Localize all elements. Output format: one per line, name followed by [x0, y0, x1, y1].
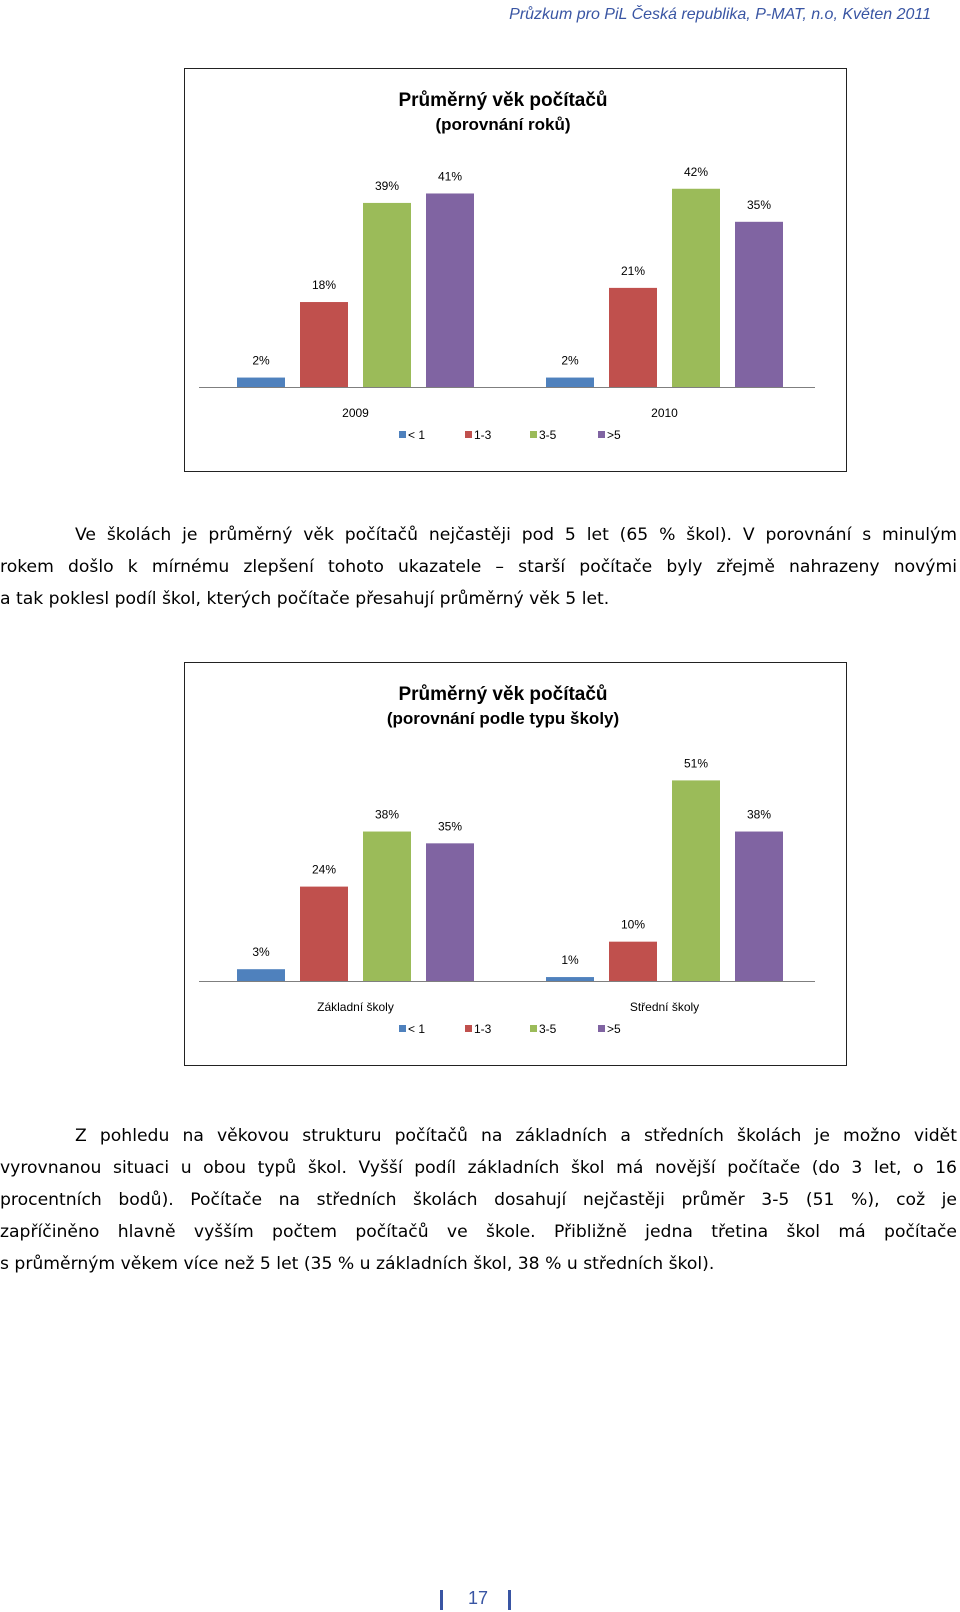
paragraph-1-line: a tak poklesl podíl škol, kterých počíta… [0, 589, 610, 609]
bar-5-a [426, 193, 474, 387]
legend-swatch [530, 431, 537, 438]
legend-label: 3-5 [539, 1022, 557, 1036]
legend-swatch [399, 431, 406, 438]
paragraph-2-line: zapříčiněno hlavně vyšším počtem počítač… [0, 1222, 957, 1242]
category-label: Střední školy [630, 1000, 699, 1014]
chart-subtitle: (porovnání roků) [435, 115, 570, 134]
data-label: 35% [747, 198, 771, 212]
bar-13-a [300, 886, 348, 981]
bar-35-b [672, 780, 720, 981]
legend-label: 3-5 [539, 428, 557, 442]
data-label: 18% [312, 278, 336, 292]
page-number: 17 [440, 1588, 514, 1612]
page-number-text: 17 [468, 1588, 489, 1608]
legend-label: >5 [607, 1022, 621, 1036]
page-number-bar-right [508, 1590, 511, 1610]
data-label: 2% [252, 354, 270, 368]
paragraph-1-line: Ve školách je průměrný věk počítačů nejč… [75, 525, 957, 545]
bar-5-b [735, 831, 783, 981]
paragraph-1-line: rokem došlo k mírnému zlepšení tohoto uk… [0, 557, 957, 577]
bar-35-a [363, 831, 411, 981]
category-label: 2009 [342, 406, 369, 420]
legend-swatch [598, 431, 605, 438]
data-label: 41% [438, 169, 462, 183]
chart-years-box: Průměrný věk počítačů (porovnání roků) 2% 1… [184, 68, 847, 472]
data-label: 38% [375, 808, 399, 822]
paragraph-2-line: vyrovnanou situaci u obou typů škol. Vyš… [0, 1158, 957, 1178]
data-label: 35% [438, 819, 462, 833]
data-label: 39% [375, 179, 399, 193]
paragraph-2-line: procentních bodů). Počítače na středních… [0, 1190, 957, 1210]
page-number-bar-left [440, 1590, 443, 1610]
category-label: Základní školy [317, 1000, 394, 1014]
paragraph-2-line: Z pohledu na věkovou strukturu počítačů … [75, 1126, 957, 1146]
chart-school-type-box: Průměrný věk počítačů (porovnání podle ty… [184, 662, 847, 1066]
bar-5-b [735, 221, 783, 387]
data-label: 3% [252, 945, 270, 959]
chart-title: Průměrný věk počítačů [398, 684, 607, 705]
bar-13-b [609, 287, 657, 387]
bar-5-a [426, 843, 474, 981]
data-label: 42% [684, 165, 708, 179]
chart-subtitle: (porovnání podle typu školy) [387, 709, 619, 728]
chart-school-type: Průměrný věk počítačů (porovnání podle ty… [199, 684, 815, 1036]
bar-1-a [237, 969, 285, 981]
bar-1-b [546, 977, 594, 981]
bar-35-b [672, 188, 720, 387]
bar-1-a [237, 377, 285, 387]
data-label: 51% [684, 756, 708, 770]
legend-swatch [598, 1025, 605, 1032]
chart-years: Průměrný věk počítačů (porovnání roků) 2% 1… [199, 90, 815, 442]
data-label: 24% [312, 863, 336, 877]
legend-swatch [465, 431, 472, 438]
legend-swatch [465, 1025, 472, 1032]
legend-label: 1-3 [474, 1022, 492, 1036]
legend-swatch [530, 1025, 537, 1032]
legend-swatch [399, 1025, 406, 1032]
paragraph-2-line: s průměrným věkem více než 5 let (35 % u… [0, 1254, 715, 1274]
data-label: 38% [747, 808, 771, 822]
legend-label: < 1 [408, 1022, 425, 1036]
paragraph-2: Z pohledu na věkovou strukturu počítačů … [0, 1120, 957, 1280]
data-label: 10% [621, 918, 645, 932]
chart-title: Průměrný věk počítačů [398, 90, 607, 111]
running-header: Průzkum pro PiL Česká republika, P-MAT, … [509, 6, 931, 23]
bar-1-b [546, 377, 594, 387]
bar-13-a [300, 302, 348, 387]
legend-label: < 1 [408, 428, 425, 442]
bar-35-a [363, 202, 411, 387]
legend-label: 1-3 [474, 428, 492, 442]
category-label: 2010 [651, 406, 678, 420]
paragraph-1: Ve školách je průměrný věk počítačů nejč… [0, 519, 957, 615]
bar-13-b [609, 941, 657, 981]
data-label: 21% [621, 264, 645, 278]
legend-label: >5 [607, 428, 621, 442]
data-label: 2% [561, 354, 579, 368]
data-label: 1% [561, 953, 579, 967]
